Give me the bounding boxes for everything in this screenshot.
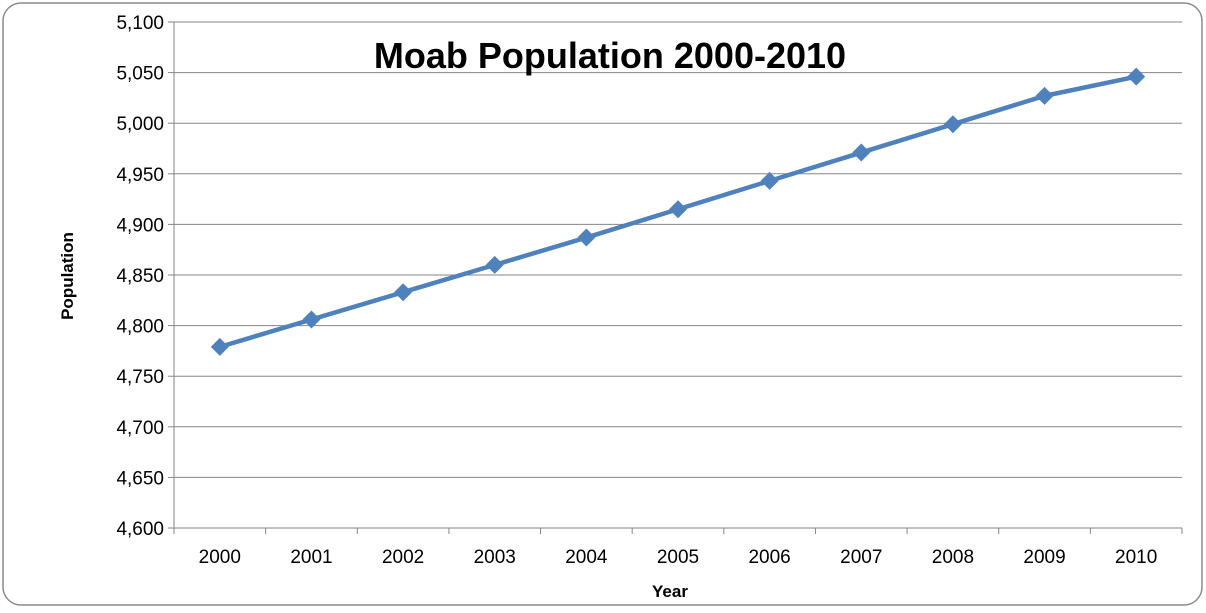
x-tick-label: 2006 bbox=[748, 547, 790, 568]
y-tick-label: 5,100 bbox=[116, 13, 164, 34]
x-tick-label: 2010 bbox=[1115, 547, 1157, 568]
y-tick-label: 4,750 bbox=[116, 367, 164, 388]
chart-title: Moab Population 2000-2010 bbox=[374, 35, 846, 76]
y-tick-label: 4,700 bbox=[116, 418, 164, 439]
y-axis-title: Population bbox=[58, 232, 77, 320]
y-tick-label: 4,950 bbox=[116, 165, 164, 186]
y-tick-label: 4,800 bbox=[116, 317, 164, 338]
x-tick-label: 2009 bbox=[1023, 547, 1065, 568]
x-tick-label: 2004 bbox=[565, 547, 608, 568]
gridlines bbox=[174, 21, 1182, 478]
data-point bbox=[302, 310, 321, 329]
data-point bbox=[852, 143, 871, 162]
x-axis-title: Year bbox=[652, 582, 688, 601]
data-point bbox=[943, 115, 962, 134]
y-tick-label: 4,850 bbox=[116, 266, 164, 287]
data-point bbox=[669, 200, 687, 219]
x-tick-label: 2001 bbox=[290, 547, 332, 568]
y-tick-label: 4,900 bbox=[116, 215, 164, 236]
x-tick-label: 2000 bbox=[199, 547, 241, 568]
y-tick-label: 4,650 bbox=[116, 468, 164, 489]
x-tick-labels: 2000 2001 2002 2003 2004 2005 2006 2007 2008 2009… bbox=[199, 547, 1158, 568]
x-tick-label: 2002 bbox=[382, 547, 424, 568]
data-point bbox=[210, 337, 229, 356]
y-tick-label: 5,000 bbox=[116, 114, 164, 135]
x-tick-label: 2005 bbox=[657, 547, 699, 568]
x-tick-label: 2003 bbox=[474, 547, 516, 568]
data-series bbox=[210, 67, 1146, 356]
x-tick-label: 2007 bbox=[840, 547, 882, 568]
y-tick-labels: 4,600 4,650 4,700 4,750 4,800 4,850 4,900 4,950… bbox=[116, 13, 164, 540]
data-point bbox=[1035, 86, 1054, 105]
y-tick-label: 5,050 bbox=[116, 64, 164, 85]
x-tick-label: 2008 bbox=[932, 547, 974, 568]
axes bbox=[168, 21, 1183, 534]
y-tick-label: 4,600 bbox=[116, 519, 164, 540]
data-point bbox=[1127, 67, 1146, 86]
data-point bbox=[760, 171, 779, 190]
data-point bbox=[577, 228, 596, 247]
data-point bbox=[485, 255, 504, 274]
data-point bbox=[394, 283, 413, 302]
